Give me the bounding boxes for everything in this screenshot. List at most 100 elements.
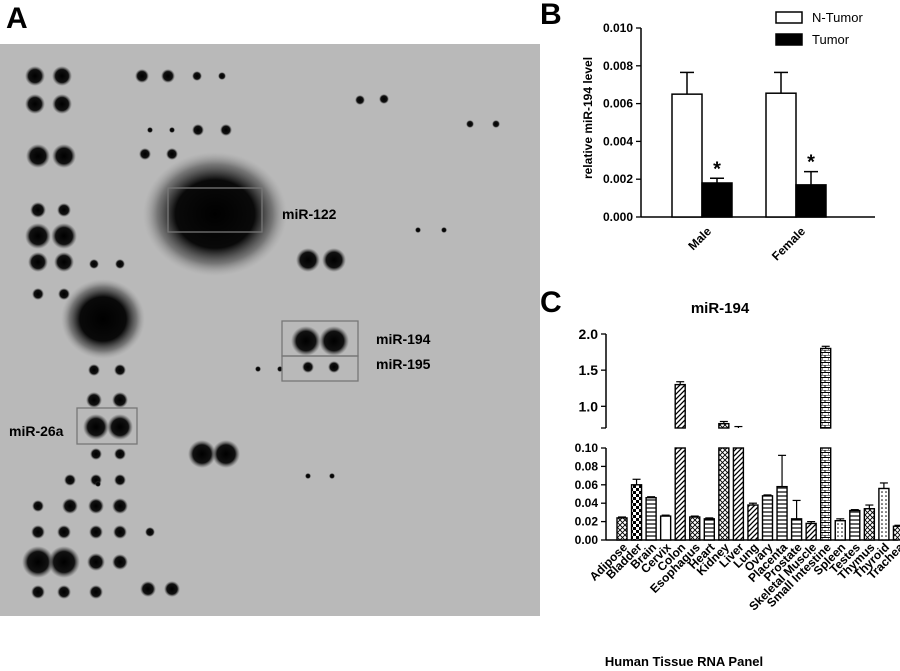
blot-dot <box>319 326 349 356</box>
chart-c-ytick-label: 0.06 <box>575 478 599 492</box>
chart-b-ylabel: relative miR-194 level <box>581 57 595 179</box>
chart-b-ticks: 0.000 0.002 0.004 0.006 0.008 0.010 <box>603 21 641 224</box>
blot-dot <box>166 148 178 160</box>
panel-b-letter: B <box>540 0 562 31</box>
chart-b-legend-swatch <box>775 33 803 46</box>
blot-dot <box>52 144 76 168</box>
chart-c-ytick-label: 0.00 <box>575 533 599 547</box>
blot-dot <box>139 148 151 160</box>
blot-dot <box>305 473 311 479</box>
chart-c-bar-upper <box>820 347 832 429</box>
chart-c-ytick-label: 2.0 <box>579 326 599 342</box>
blot-dot <box>28 252 48 272</box>
chart-b-ytick-label: 0.008 <box>603 59 633 73</box>
chart-b-category-label: Male <box>685 224 714 253</box>
chart-b-legend-swatch <box>775 11 803 24</box>
blot-dot <box>220 124 232 136</box>
chart-c-bar <box>878 487 890 541</box>
blot-dot <box>57 585 71 599</box>
blot-dot <box>441 227 447 233</box>
chart-c-bar <box>703 518 716 541</box>
blot-dot <box>169 127 175 133</box>
dot-blot-image: miR-122 miR-194 miR-195 miR-26a <box>0 44 540 616</box>
blot-dot <box>57 203 71 217</box>
label-mir122: miR-122 <box>282 206 337 222</box>
blot-dot <box>329 473 335 479</box>
panel-a-letter: A <box>6 2 28 35</box>
blot-dot <box>88 364 100 376</box>
chart-b-ytick-label: 0.002 <box>603 172 633 186</box>
label-mir195: miR-195 <box>376 356 431 372</box>
chart-c-bar <box>849 509 861 541</box>
chart-c-bar <box>892 525 900 541</box>
blot-dot <box>58 288 70 300</box>
blot-dot <box>296 248 320 272</box>
chart-c-ytick-label: 0.10 <box>575 441 599 455</box>
chart-b-ytick-label: 0.004 <box>603 134 633 148</box>
blot-dot <box>32 288 44 300</box>
blot-dot <box>89 585 103 599</box>
blot-dot <box>54 252 74 272</box>
blot-dot <box>302 361 314 373</box>
blot-dot <box>95 481 101 487</box>
blot-dot <box>87 553 105 571</box>
blot-dot <box>322 248 346 272</box>
blot-dot <box>57 525 71 539</box>
blot-dot <box>114 474 126 486</box>
chart-c-title: miR-194 <box>691 300 750 317</box>
chart-b-bar <box>671 93 703 218</box>
chart-c-bar <box>659 515 672 541</box>
blot-dot <box>379 94 389 104</box>
chart-c-bar <box>805 522 817 541</box>
blot-dot <box>31 525 45 539</box>
blot-dot <box>30 202 46 218</box>
blot-dot <box>147 127 153 133</box>
blot-spot-mir122 <box>143 152 287 276</box>
label-mir26a: miR-26a <box>9 423 64 439</box>
box-mir26a <box>76 407 138 445</box>
chart-c-bar <box>689 516 701 541</box>
chart-c-xlabel: Human Tissue RNA Panel <box>605 654 763 669</box>
chart-c-bar <box>747 504 759 541</box>
chart-c-bar-lower <box>820 447 832 541</box>
blot-dot <box>83 414 109 440</box>
blot-dot <box>115 259 125 269</box>
blot-dot <box>112 392 128 408</box>
chart-c-bars <box>616 345 900 541</box>
chart-c: miR-194 0.00 0.02 0.04 0.06 0.08 0.10 1.0 1.5 2.… <box>575 300 900 669</box>
blot-dot <box>188 440 216 468</box>
chart-b-legend-label: Tumor <box>812 32 850 47</box>
chart-b-ytick-label: 0.000 <box>603 210 633 224</box>
chart-c-bar <box>630 484 643 541</box>
blot-dot <box>25 66 45 86</box>
blot-dot <box>90 448 102 460</box>
chart-b-categories: Male Female <box>685 224 808 263</box>
box-mir195 <box>281 355 359 382</box>
blot-spot-large <box>61 279 145 359</box>
blot-dot <box>112 498 128 514</box>
chart-c-bar <box>790 518 803 541</box>
blot-dot <box>192 124 204 136</box>
chart-b-bar <box>795 184 827 218</box>
chart-b-legend-label: N-Tumor <box>812 10 863 25</box>
blot-dot <box>62 498 78 514</box>
chart-c-bar <box>834 519 846 541</box>
label-mir194: miR-194 <box>376 331 431 347</box>
blot-dot <box>255 366 261 372</box>
blot-dot <box>212 440 240 468</box>
blot-dot <box>107 414 133 440</box>
blot-dot <box>492 120 500 128</box>
chart-c-ytick-label: 0.04 <box>575 496 599 510</box>
chart-b-significance: * <box>807 152 815 174</box>
chart-b-bars: * * <box>671 71 827 218</box>
blot-dot <box>48 546 80 578</box>
chart-b-ytick-label: 0.006 <box>603 97 633 111</box>
chart-c-bar <box>776 485 788 541</box>
chart-c-bar <box>863 508 876 541</box>
chart-c-bar <box>645 496 657 541</box>
blot-dot <box>26 144 50 168</box>
blot-dot <box>31 585 45 599</box>
blot-dot <box>89 525 103 539</box>
blot-dot <box>32 500 44 512</box>
chart-b-category-label: Female <box>769 224 808 263</box>
